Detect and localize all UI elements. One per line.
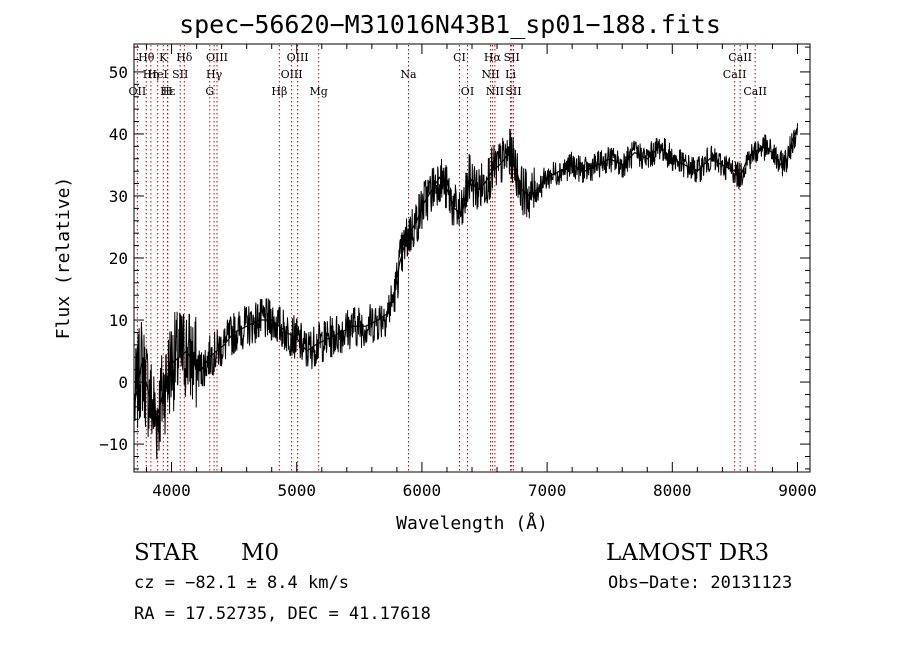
redshift-text: cz = −82.1 ± 8.4 km/s [134, 573, 349, 593]
line-label: OI [461, 85, 474, 98]
line-label: Hη [143, 68, 159, 81]
line-label: OIII [281, 68, 303, 81]
line-label: Hβ [271, 85, 287, 98]
line-label: NII [486, 85, 504, 98]
line-label: Mg [309, 85, 327, 98]
line-label: HeI [147, 68, 167, 81]
spectrum-series [133, 123, 799, 460]
x-tick-label: 7000 [528, 481, 567, 500]
x-tick-label: 9000 [778, 481, 817, 500]
y-tick-label: 20 [109, 249, 128, 268]
object-class: STAR [134, 540, 198, 566]
plot-frame [133, 43, 811, 473]
line-label: SII [504, 51, 520, 64]
y-tick-label: −10 [99, 435, 128, 454]
line-label: SII [505, 85, 521, 98]
y-tick-label: 10 [109, 311, 128, 330]
chart-title: spec−56620−M31016N43B1_sp01−188.fits [179, 10, 721, 39]
y-tick-label: 30 [109, 187, 128, 206]
line-label: Hθ [138, 51, 155, 64]
x-tick-label: 5000 [277, 481, 316, 500]
line-label: Hγ [206, 68, 223, 81]
x-axis-label: Wavelength (Å) [396, 512, 548, 534]
x-tick-label: 6000 [403, 481, 442, 500]
line-label: Hδ [176, 51, 193, 64]
object-subclass: M0 [241, 540, 280, 566]
survey-name: LAMOST DR3 [606, 540, 770, 566]
y-axis-label: Flux (relative) [53, 177, 74, 340]
line-label: OII [129, 85, 147, 98]
line-markers [136, 45, 756, 471]
line-label: NII [481, 68, 499, 81]
obs-date: Obs−Date: 20131123 [608, 573, 793, 593]
line-label: CaII [743, 85, 767, 98]
line-label: OIII [287, 51, 309, 64]
line-label: K [159, 51, 168, 64]
line-label: Li [505, 68, 516, 81]
line-label: H [163, 85, 173, 98]
line-label: Hα [484, 51, 502, 64]
line-label: Hε [160, 85, 176, 98]
spectrum-line [134, 123, 798, 460]
line-label: CaII [728, 51, 752, 64]
y-tick-label: 50 [109, 63, 128, 82]
x-tick-label: 4000 [152, 481, 191, 500]
x-tick-label: 8000 [653, 481, 692, 500]
coordinates-text: RA = 17.52735, DEC = 41.17618 [134, 604, 431, 624]
line-label: CI [453, 51, 466, 64]
line-label: CaII [723, 68, 747, 81]
y-tick-label: 0 [118, 373, 128, 392]
y-tick-label: 40 [109, 125, 128, 144]
line-label: G [205, 85, 214, 98]
axes: 4000 5000 6000 7000 8000 9000 −10 0 10 20 30 40 50 [99, 44, 817, 500]
line-label: OIII [206, 51, 228, 64]
line-label: SII [172, 68, 188, 81]
line-label: Na [400, 68, 417, 81]
